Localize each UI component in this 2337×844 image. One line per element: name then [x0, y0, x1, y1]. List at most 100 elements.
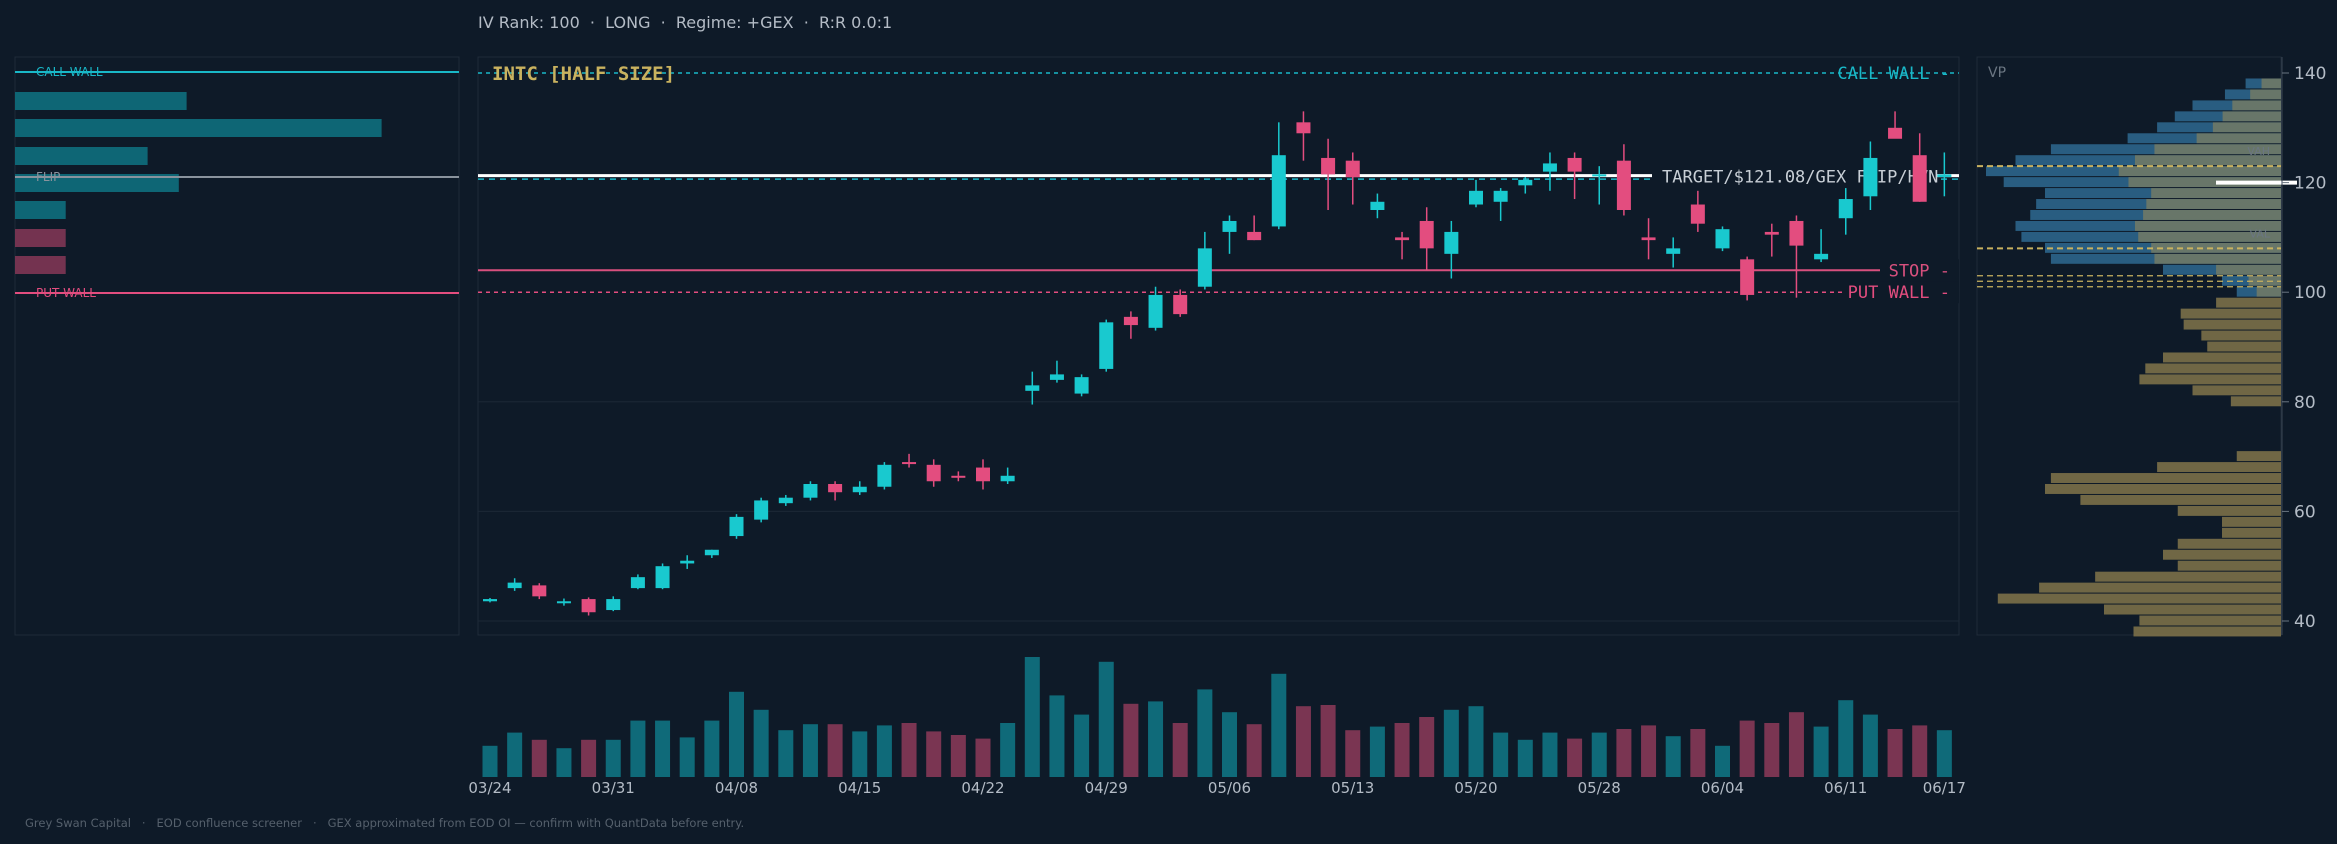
volume-bar — [729, 691, 744, 777]
vp-vah-label: VAH — [2247, 145, 2270, 158]
candle-body — [680, 560, 695, 564]
volume-bar — [753, 709, 769, 777]
volume-bar — [1788, 712, 1804, 777]
candle-body — [828, 484, 843, 493]
x-tick-label: 06/17 — [1923, 779, 1966, 797]
vp-bar — [1997, 593, 2281, 604]
vp-bar-overlay — [2146, 199, 2281, 209]
vp-bar-overlay — [2248, 275, 2281, 286]
candle-body — [1074, 377, 1089, 394]
candle-body — [803, 484, 818, 498]
candle-body — [1493, 190, 1508, 202]
vp-bar-overlay — [2232, 100, 2281, 111]
volume-bar — [1616, 729, 1632, 777]
candle-body — [1321, 157, 1336, 175]
candle-body — [1814, 253, 1829, 260]
candle-body — [1592, 174, 1607, 177]
candle-body — [1247, 231, 1262, 241]
header-stats: IV Rank: 100 · LONG · Regime: +GEX · R:R… — [478, 13, 893, 32]
call-wall-label: CALL WALL - — [1837, 64, 1950, 84]
volume-bar — [1591, 732, 1607, 777]
volume-bar — [950, 735, 966, 777]
volume-bar — [1838, 700, 1854, 777]
candle-body — [704, 549, 719, 556]
volume-bar — [1690, 729, 1706, 777]
volume-bar — [901, 723, 917, 777]
vp-bar — [2163, 549, 2281, 560]
vp-bar-overlay — [2261, 78, 2281, 89]
candle-body — [556, 601, 571, 604]
volume-bar — [482, 745, 498, 777]
volume-bar — [531, 739, 547, 777]
vp-bar-overlay — [2154, 144, 2281, 155]
candle-body — [630, 577, 645, 589]
candle-body — [951, 475, 966, 478]
volume-bar — [1493, 732, 1509, 777]
vp-bar — [2139, 615, 2281, 626]
vp-bar-overlay — [2222, 111, 2281, 122]
vp-bar — [2163, 352, 2281, 363]
vp-bar-overlay — [2154, 253, 2281, 264]
y-tick-label: 100 — [2294, 283, 2326, 303]
y-tick-label: 140 — [2294, 64, 2326, 84]
y-tick-label: 40 — [2294, 612, 2316, 632]
put-wall-label: PUT WALL - — [1848, 283, 1950, 303]
volume-bar — [1862, 714, 1878, 777]
gex-panel-border — [14, 56, 460, 636]
stop-label-bg — [1880, 259, 1959, 282]
vp-bar-overlay — [2143, 210, 2281, 220]
volume-bar — [1246, 724, 1262, 777]
volume-bar — [802, 724, 818, 777]
vp-bar — [2157, 462, 2281, 473]
volume-bar — [581, 739, 597, 777]
candle-body — [1173, 294, 1188, 315]
candle-body — [1666, 248, 1681, 254]
x-tick-label: 05/06 — [1208, 779, 1251, 797]
volume-bar — [1394, 723, 1410, 777]
y-tick-label: 60 — [2294, 502, 2316, 522]
gex-bar — [15, 229, 66, 247]
x-tick-label: 05/28 — [1578, 779, 1621, 797]
candle-body — [1296, 122, 1311, 134]
footer-disclaimer: Grey Swan Capital · EOD confluence scree… — [25, 816, 745, 830]
candle-body — [532, 585, 547, 597]
volume-bar — [1345, 730, 1361, 777]
price-gridlines — [478, 401, 1959, 622]
gex-bar — [15, 201, 66, 219]
vp-bar — [2045, 484, 2281, 494]
candle-body — [507, 582, 522, 589]
candle-body — [1888, 127, 1903, 139]
vp-bar — [2177, 538, 2281, 549]
x-tick-label: 04/08 — [715, 779, 758, 797]
candle-body — [1345, 160, 1360, 178]
volume-bar — [507, 732, 523, 777]
volume-bar — [1320, 705, 1336, 777]
volume-bar — [1271, 673, 1287, 777]
candle-body — [1123, 316, 1138, 326]
candle-body — [1197, 248, 1212, 287]
put-wall-label-bg — [1845, 281, 1959, 304]
gex-flip-label: FLIP — [36, 170, 60, 184]
vp-bar-overlay — [2128, 177, 2281, 188]
volume-bar — [1739, 720, 1755, 777]
volume-bar — [1813, 726, 1829, 777]
volume-bar — [1295, 706, 1311, 777]
volume-bar — [1074, 714, 1090, 777]
gex-put-wall-label: PUT WALL — [36, 286, 96, 300]
gex-bar — [15, 256, 66, 274]
vp-bar-overlay — [2134, 220, 2281, 231]
gex-bar — [15, 147, 148, 165]
candle-body — [606, 599, 621, 611]
vp-bar-overlay — [2196, 133, 2281, 144]
target-label-bg — [1652, 163, 1936, 188]
candle-body — [1395, 237, 1410, 241]
candle-body — [1370, 201, 1385, 210]
vp-bar-overlay — [2212, 122, 2281, 133]
vp-bar — [2192, 385, 2281, 396]
vp-bar-overlay — [2138, 231, 2281, 242]
volume-bar — [778, 730, 794, 777]
y-axis: 40 60 80 100 120 140 — [2281, 57, 2326, 635]
volume-bar — [1024, 657, 1040, 777]
vp-bar — [2050, 473, 2281, 483]
vp-bar — [2236, 451, 2281, 462]
